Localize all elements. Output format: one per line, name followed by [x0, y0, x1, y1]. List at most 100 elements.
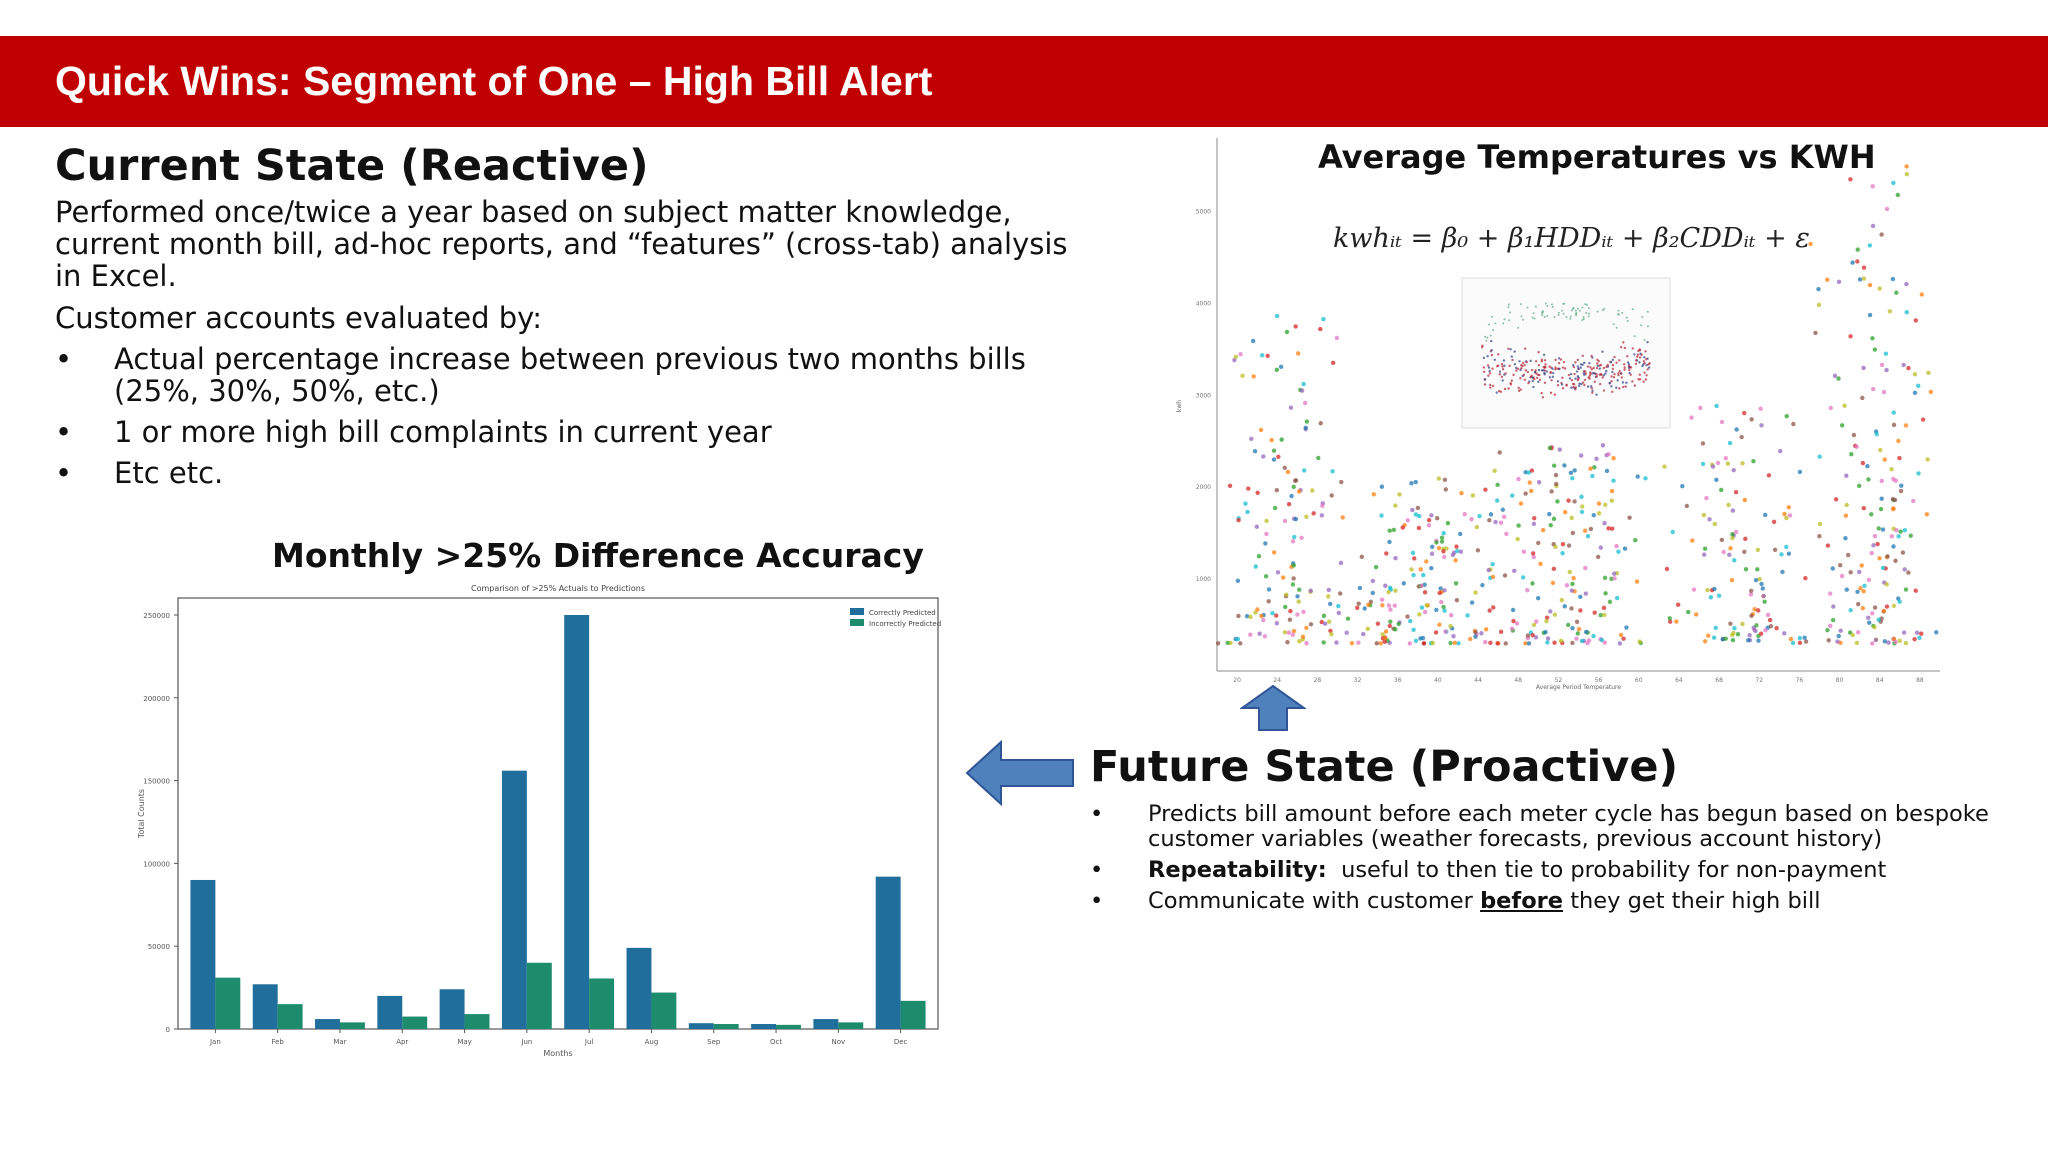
scatter-point [1913, 318, 1918, 323]
scatter-point [1269, 437, 1274, 443]
inset-point [1641, 364, 1644, 368]
scatter-point [1712, 521, 1718, 527]
scatter-point [1704, 495, 1709, 501]
scatter-point [1296, 599, 1301, 604]
scatter-point [1603, 591, 1608, 596]
scatter-point [1747, 633, 1752, 638]
bullet-text: Etc etc. [114, 456, 224, 490]
scatter-point [1884, 582, 1889, 587]
scatter-point [1934, 630, 1939, 635]
scatter-point [1579, 494, 1584, 499]
scatter-point [1782, 511, 1787, 517]
inset-point [1529, 359, 1532, 363]
bar-incorrect [526, 962, 552, 1029]
inset-point [1487, 374, 1490, 377]
scatter-point [1912, 390, 1918, 396]
scatter-point [1552, 640, 1557, 645]
scatter-point [1816, 286, 1821, 292]
scatter-point [1365, 626, 1370, 632]
scatter-point [1437, 590, 1442, 596]
scatter-point [1872, 347, 1878, 352]
inset-point [1489, 334, 1492, 337]
scatter-point [1396, 621, 1401, 627]
bullet-icon: • [1090, 857, 1104, 883]
scatter-point [1816, 302, 1822, 308]
scatter-point [1388, 607, 1393, 612]
inset-point [1581, 319, 1584, 322]
scatter-point [1602, 575, 1608, 580]
scatter-point [1393, 588, 1398, 593]
scatter-point [1606, 526, 1611, 531]
inset-point [1585, 311, 1588, 314]
scatter-point [1443, 487, 1448, 492]
scatter-point [1733, 529, 1739, 535]
inset-point [1526, 306, 1529, 309]
scatter-point [1748, 592, 1754, 597]
up-arrow-icon [1240, 684, 1306, 731]
scatter-point [1877, 286, 1882, 291]
inset-point [1518, 360, 1521, 363]
scatter-point [1850, 260, 1855, 265]
scatter-point [1751, 459, 1756, 464]
inset-point [1489, 383, 1492, 387]
scatter-point [1860, 606, 1866, 611]
scatter-point [1311, 511, 1316, 516]
scatter-point [1468, 636, 1473, 642]
inset-point [1602, 389, 1606, 392]
bar-incorrect [776, 1024, 801, 1029]
inset-point [1636, 353, 1640, 356]
inset-point [1489, 386, 1492, 389]
inset-point [1645, 374, 1648, 377]
inset-point [1497, 364, 1500, 367]
inset-point [1504, 372, 1507, 375]
scatter-point [1609, 498, 1615, 503]
scatter-point [1592, 610, 1597, 615]
scatter-point [1732, 625, 1737, 631]
inset-point [1554, 366, 1557, 369]
inset-point [1590, 387, 1594, 390]
scatter-point [1882, 457, 1887, 462]
inset-point [1595, 393, 1598, 396]
scatter-point [1570, 475, 1575, 481]
scatter-point [1906, 365, 1911, 371]
scatter-point [1740, 621, 1745, 627]
scatter-point [1898, 529, 1903, 534]
scatter-point [1735, 632, 1741, 637]
inset-point [1500, 375, 1504, 379]
scatter-point [1742, 549, 1747, 554]
scatter-point [1366, 602, 1371, 608]
scatter-point [1728, 546, 1733, 551]
scatter-point [1881, 389, 1887, 395]
scatter-point [1408, 618, 1413, 624]
inset-point [1556, 367, 1559, 370]
scatter-point [1256, 554, 1262, 559]
inset-point [1538, 378, 1542, 382]
scatter-point [1540, 527, 1546, 533]
x-tick-label: 24 [1273, 677, 1281, 684]
scatter-point [1914, 630, 1920, 635]
scatter-point [1487, 608, 1492, 613]
bar-correct [252, 984, 278, 1029]
inset-point [1596, 358, 1599, 362]
inset-point [1588, 362, 1591, 365]
scatter-point [1891, 410, 1896, 415]
scatter-point [1891, 603, 1897, 609]
inset-point [1615, 326, 1618, 329]
scatter-point [1304, 514, 1309, 520]
scatter-point [1752, 606, 1757, 612]
inset-point [1623, 366, 1626, 369]
bar-correct [875, 876, 901, 1029]
scatter-point [1413, 512, 1419, 517]
inset-point [1501, 368, 1505, 371]
scatter-point [1873, 637, 1879, 643]
scatter-point [1334, 335, 1340, 341]
inset-point [1605, 365, 1608, 369]
scatter-point [1272, 505, 1278, 511]
scatter-point [1244, 614, 1250, 619]
x-axis-label: Average Period Temperature [1536, 684, 1621, 691]
bullet-icon: • [55, 342, 73, 376]
scatter-point [1227, 483, 1233, 489]
scatter-point [1235, 636, 1241, 642]
scatter-point [1262, 634, 1268, 639]
scatter-point [1579, 509, 1585, 515]
